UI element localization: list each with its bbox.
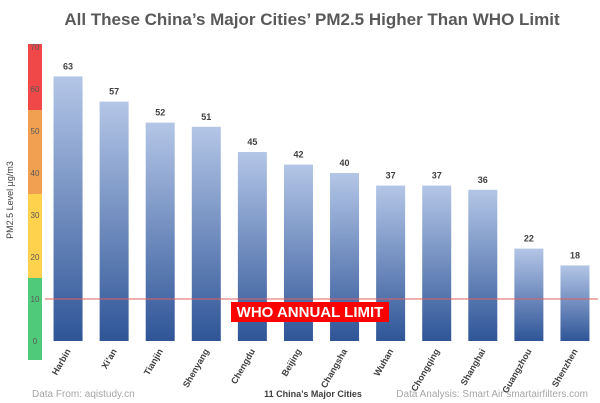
- bar-9: [468, 189, 498, 341]
- value-label-10: 22: [524, 234, 534, 244]
- chart-title: All These China’s Major Cities’ PM2.5 Hi…: [64, 10, 560, 29]
- bar-0: [53, 76, 83, 342]
- value-label-7: 37: [386, 171, 396, 181]
- color-band-3: [28, 44, 42, 110]
- value-label-11: 18: [570, 250, 580, 260]
- category-label-5: Beijing: [280, 347, 304, 378]
- bar-2: [145, 122, 175, 341]
- y-tick-label: 60: [31, 85, 40, 94]
- bar-8: [422, 185, 452, 341]
- category-label-9: Shanghai: [459, 347, 488, 387]
- bars: [53, 76, 590, 342]
- who-limit-label-bg: [231, 302, 389, 322]
- bar-11: [560, 265, 590, 341]
- category-label-7: Wuhan: [372, 347, 396, 378]
- color-band-2: [28, 110, 42, 194]
- category-label-4: Chengdu: [229, 347, 257, 386]
- category-label-1: Xi’an: [99, 347, 118, 371]
- color-band-1: [28, 194, 42, 278]
- who-limit-line-group: WHO ANNUAL LIMIT: [45, 298, 598, 322]
- category-labels: Harbin Xi’an Tianjin Shenyang Chengdu Beijing…: [50, 346, 580, 395]
- value-label-9: 36: [478, 175, 488, 185]
- value-label-5: 42: [293, 150, 303, 160]
- color-band-0: [28, 278, 42, 360]
- bar-3: [191, 126, 221, 341]
- y-tick-label: 20: [31, 253, 40, 262]
- y-axis-ticks: 0 10 20 30 40 50 60 70: [31, 43, 40, 346]
- category-label-11: Shenzhen: [550, 347, 580, 389]
- value-label-8: 37: [432, 171, 442, 181]
- value-label-0: 63: [63, 61, 73, 71]
- bar-10: [514, 248, 544, 341]
- value-labels: 63 57 52 51 45 42 40 37 37 36 22 18: [63, 61, 580, 260]
- bar-1: [99, 101, 129, 341]
- footer-source: Data From: aqistudy.cn: [32, 389, 135, 400]
- value-label-4: 45: [247, 137, 257, 147]
- category-label-0: Harbin: [50, 347, 73, 377]
- color-bands: [28, 44, 42, 360]
- footer-analysis: Data Analysis: Smart Air smartairfilters…: [396, 389, 588, 400]
- category-label-3: Shenyang: [181, 347, 211, 389]
- y-tick-label: 40: [31, 169, 40, 178]
- y-tick-label: 0: [33, 337, 38, 346]
- category-label-10: Guangzhou: [500, 347, 533, 395]
- y-tick-label: 30: [31, 211, 40, 220]
- category-label-6: Changsha: [319, 346, 350, 390]
- category-label-2: Tianjin: [142, 347, 165, 377]
- value-label-3: 51: [201, 112, 211, 122]
- y-tick-label: 10: [31, 295, 40, 304]
- y-axis-title: PM2.5 Level μg/m3: [5, 161, 15, 239]
- y-tick-label: 50: [31, 127, 40, 136]
- value-label-1: 57: [109, 87, 119, 97]
- value-label-6: 40: [340, 158, 350, 168]
- who-limit-label: WHO ANNUAL LIMIT: [237, 304, 384, 321]
- category-label-8: Chongqing: [409, 347, 441, 393]
- value-label-2: 52: [155, 108, 165, 118]
- x-axis-title: 11 China’s Major Cities: [264, 389, 362, 399]
- y-tick-label: 70: [31, 43, 40, 52]
